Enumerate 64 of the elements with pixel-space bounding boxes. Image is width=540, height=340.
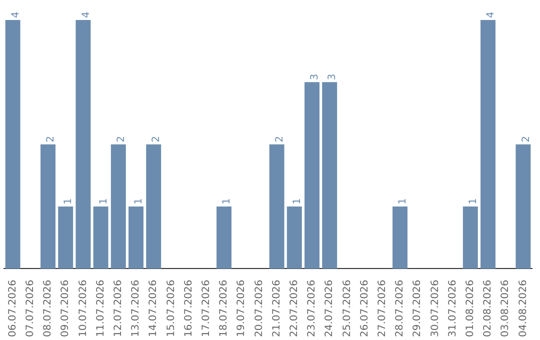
data-label: 4 xyxy=(10,12,22,18)
x-tick-label: 04.08.2026 xyxy=(518,280,529,338)
x-tick-label: 28.07.2026 xyxy=(394,280,406,338)
data-label: 4 xyxy=(80,12,92,18)
data-label: 1 xyxy=(222,198,233,205)
x-tick-label: 20.07.2026 xyxy=(254,280,265,338)
bar xyxy=(93,206,108,269)
data-label: 3 xyxy=(310,74,321,80)
x-tick-label: 08.07.2026 xyxy=(42,280,54,338)
data-label: 1 xyxy=(98,198,110,205)
bar xyxy=(269,144,284,269)
x-tick-label: 01.08.2026 xyxy=(464,280,476,338)
x-tick-label: 13.07.2026 xyxy=(130,280,142,338)
bar xyxy=(480,20,496,269)
data-label: 2 xyxy=(520,136,532,142)
x-tick-label: 29.07.2026 xyxy=(412,280,424,338)
bar xyxy=(76,20,91,269)
data-label: 1 xyxy=(292,198,303,205)
bar xyxy=(216,206,232,269)
x-tick-label: 09.07.2026 xyxy=(60,280,72,338)
data-label: 1 xyxy=(134,198,145,205)
x-tick-label: 30.07.2026 xyxy=(430,280,441,338)
bar xyxy=(40,144,56,269)
x-tick-label: 18.07.2026 xyxy=(218,280,230,338)
x-tick-label: 02.08.2026 xyxy=(482,280,494,338)
x-tick-label: 10.07.2026 xyxy=(78,280,89,338)
bar xyxy=(146,144,162,269)
x-tick-label: 06.07.2026 xyxy=(7,280,18,338)
bar xyxy=(304,82,320,269)
bar xyxy=(58,206,74,269)
x-tick-label: 15.07.2026 xyxy=(166,280,177,338)
x-tick-label: 24.07.2026 xyxy=(324,280,336,338)
data-label: 4 xyxy=(486,12,497,18)
x-tick-label: 03.08.2026 xyxy=(500,280,512,338)
x-tick-label: 07.07.2026 xyxy=(24,280,36,338)
x-tick-label: 23.07.2026 xyxy=(306,280,318,338)
data-label: 1 xyxy=(398,198,409,205)
data-label: 2 xyxy=(151,136,162,142)
data-label: 3 xyxy=(327,74,338,80)
data-label: 2 xyxy=(274,136,286,142)
x-tick-label: 16.07.2026 xyxy=(183,280,194,338)
bar xyxy=(128,206,144,269)
x-tick-label: 14.07.2026 xyxy=(148,280,160,338)
bar xyxy=(462,206,478,269)
data-label: 1 xyxy=(63,198,74,205)
bar xyxy=(322,82,338,269)
x-tick-label: 19.07.2026 xyxy=(236,280,248,338)
x-tick-label: 31.07.2026 xyxy=(447,280,458,338)
data-label: 1 xyxy=(468,198,479,205)
data-label: 2 xyxy=(46,136,57,142)
x-tick-label: 12.07.2026 xyxy=(112,280,124,338)
data-label: 2 xyxy=(116,136,127,142)
bar xyxy=(110,144,126,269)
bar xyxy=(286,206,302,269)
x-tick-label: 22.07.2026 xyxy=(288,280,300,338)
bar xyxy=(392,206,408,269)
x-tick-label: 17.07.2026 xyxy=(200,280,212,338)
bar xyxy=(516,144,531,269)
x-tick-label: 11.07.2026 xyxy=(95,280,106,338)
x-tick-label: 26.07.2026 xyxy=(359,280,370,338)
x-tick-label: 21.07.2026 xyxy=(271,280,282,338)
bar xyxy=(5,20,20,269)
x-tick-label: 27.07.2026 xyxy=(376,280,388,338)
x-tick-label: 25.07.2026 xyxy=(342,280,353,338)
